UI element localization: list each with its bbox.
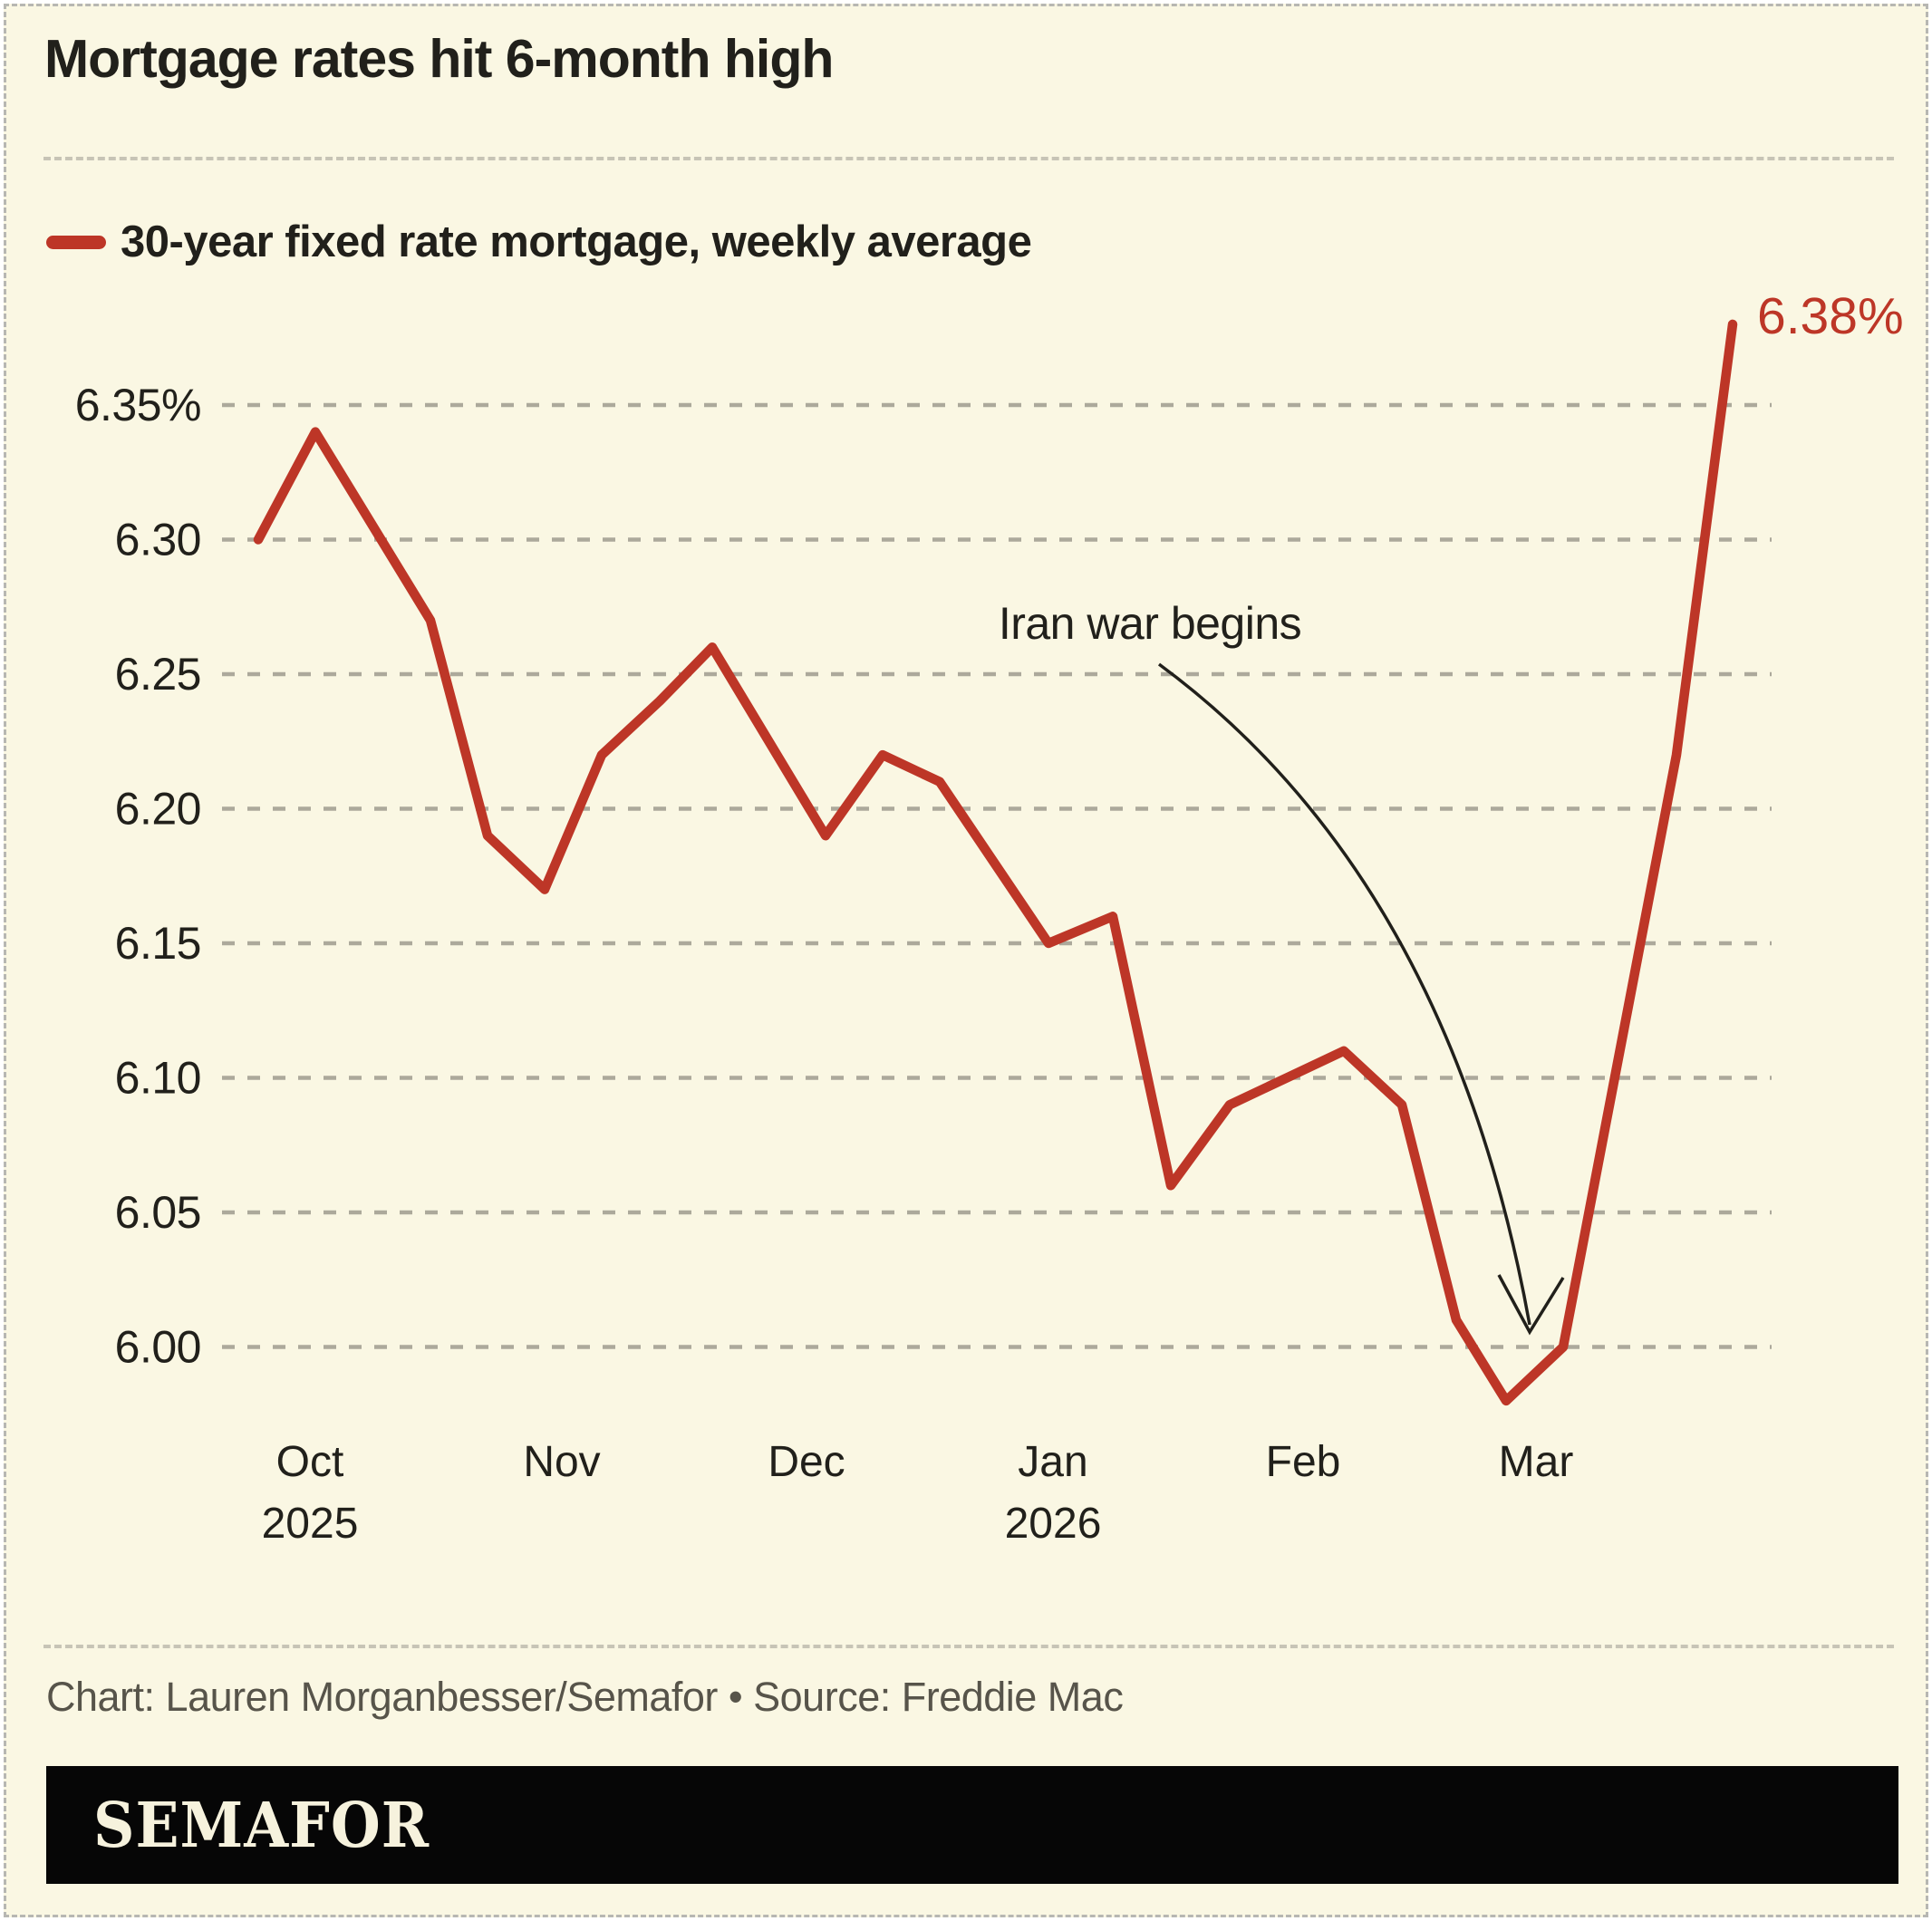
y-tick-label: 6.15 bbox=[115, 918, 201, 969]
x-tick-label: Jan bbox=[1018, 1438, 1087, 1486]
y-tick-label: 6.10 bbox=[115, 1053, 201, 1104]
y-tick-label: 6.25 bbox=[115, 649, 201, 700]
legend-label: 30-year fixed rate mortgage, weekly aver… bbox=[121, 217, 1032, 266]
annotation-arrow bbox=[1157, 662, 1531, 1326]
x-tick-year-label: 2025 bbox=[262, 1500, 359, 1548]
y-tick-label: 6.00 bbox=[115, 1322, 201, 1373]
annotation-text: Iran war begins bbox=[999, 598, 1301, 649]
x-tick-year-label: 2026 bbox=[1005, 1500, 1102, 1548]
end-value-label: 6.38% bbox=[1757, 287, 1904, 345]
x-tick-label: Nov bbox=[523, 1438, 600, 1486]
x-tick-label: Mar bbox=[1499, 1438, 1574, 1486]
annotation-arrowhead-icon bbox=[1497, 1274, 1565, 1336]
chart-card: Mortgage rates hit 6-month high 30-year … bbox=[4, 4, 1928, 1917]
x-tick-label: Oct bbox=[276, 1438, 344, 1486]
page-title: Mortgage rates hit 6-month high bbox=[44, 29, 834, 89]
legend-line-swatch-icon bbox=[46, 235, 106, 249]
brand-bar: SEMAFOR bbox=[46, 1766, 1898, 1884]
x-tick-label: Dec bbox=[768, 1438, 845, 1486]
y-tick-label: 6.35% bbox=[75, 380, 201, 430]
chart-credit: Chart: Lauren Morganbesser/Semafor • Sou… bbox=[46, 1674, 1124, 1720]
y-tick-label: 6.05 bbox=[115, 1187, 201, 1238]
y-tick-label: 6.20 bbox=[115, 784, 201, 835]
legend: 30-year fixed rate mortgage, weekly aver… bbox=[46, 217, 1032, 267]
y-tick-label: 6.30 bbox=[115, 515, 201, 565]
rate-line-series bbox=[253, 319, 1738, 1406]
top-divider bbox=[43, 157, 1894, 160]
bottom-divider bbox=[43, 1645, 1894, 1648]
mortgage-rate-line-chart: 6.35% 6.30 6.25 6.20 6.15 6.10 6.05 6.00 Oct 2025… bbox=[75, 287, 1904, 1548]
x-tick-label: Feb bbox=[1266, 1438, 1341, 1486]
semafor-logo: SEMAFOR bbox=[93, 1789, 430, 1861]
